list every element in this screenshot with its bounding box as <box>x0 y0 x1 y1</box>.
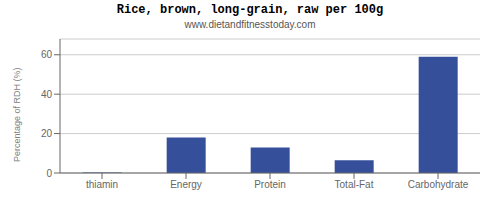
html-text:Rice, brown, long-grain, raw p: Rice, brown, long-grain, raw per 100g <box>116 3 384 17</box>
svg-text:Percentage of RDH (%): Percentage of RDH (%) <box>12 67 22 162</box>
svg-text:Protein: Protein <box>254 179 286 190</box>
svg-text:Carbohydrate: Carbohydrate <box>408 179 469 190</box>
svg-text:60: 60 <box>41 49 53 60</box>
svg-text:0: 0 <box>46 168 52 179</box>
svg-text:Energy: Energy <box>170 179 202 190</box>
svg-text:20: 20 <box>41 128 53 139</box>
svg-text:40: 40 <box>41 89 53 100</box>
svg-text:thiamin: thiamin <box>86 179 118 190</box>
svg-text:Total-Fat: Total-Fat <box>335 179 374 190</box>
html-text:www.dietandfitnesstoday.com: www.dietandfitnesstoday.com <box>184 19 316 30</box>
